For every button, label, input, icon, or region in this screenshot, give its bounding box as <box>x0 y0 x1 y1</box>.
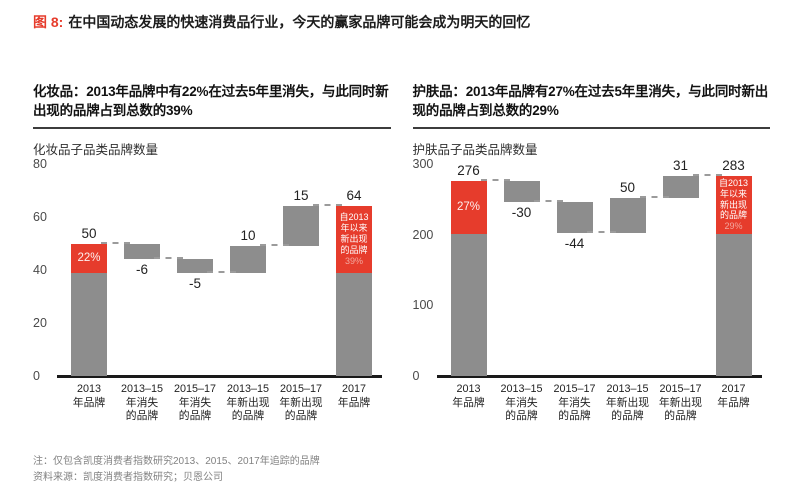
header-divider <box>33 127 391 129</box>
charts-row: 化妆品：2013年品牌中有22%在过去5年里消失，与此同时新出现的品牌占到总数的… <box>33 82 770 428</box>
bar-value-label: 64 <box>346 188 362 204</box>
header-divider <box>412 127 770 129</box>
panel-cosmetics: 化妆品：2013年品牌中有22%在过去5年里消失，与此同时新出现的品牌占到总数的… <box>33 82 391 428</box>
connector-dash <box>533 200 563 203</box>
figure-number: 图 8: <box>33 14 64 30</box>
x-category-label: 2013 年品牌 <box>452 383 485 409</box>
footnote-note: 注：仅包含凯度消费者指数研究2013、2015、2017年追踪的品牌 <box>33 456 320 467</box>
y-tick-label: 20 <box>33 316 47 330</box>
waterfall-bar: 22% <box>71 243 107 376</box>
red-segment: 自2013 年以来 新出现 的品牌 29% <box>715 176 752 234</box>
y-tick-label: 0 <box>412 369 420 383</box>
x-category-label: 2013 年品牌 <box>72 383 106 409</box>
x-category-label: 2017 年品牌 <box>717 383 750 409</box>
red-segment: 22% <box>71 243 107 273</box>
x-category-label: 2017 年品牌 <box>337 383 371 409</box>
bar-value-label: 31 <box>672 158 689 174</box>
connector-dash <box>260 244 289 247</box>
x-category-label: 2015–17 年消失 的品牌 <box>553 383 596 422</box>
waterfall-bar <box>177 259 213 273</box>
waterfall-bar: 自2013 年以来 新出现 的品牌 39% <box>336 206 372 376</box>
x-category-label: 2013–15 年新出现 的品牌 <box>226 383 270 422</box>
waterfall-chart-skincare: 0 100 200 300 27% 276 2013 年品牌 -30 2013–15 年消失 的品牌 -… <box>412 157 771 428</box>
red-segment-percent: 22% <box>77 252 101 265</box>
y-axis-title-skincare: 护肤品子品类品牌数量 <box>412 143 538 157</box>
panel-header-cosmetics: 化妆品：2013年品牌中有22%在过去5年里消失，与此同时新出现的品牌占到总数的… <box>33 84 389 118</box>
bar-value-label: -6 <box>135 262 148 278</box>
waterfall-bar: 自2013 年以来 新出现 的品牌 29% <box>715 176 752 376</box>
waterfall-bar <box>662 176 699 198</box>
x-category-label: 2015–17 年消失 的品牌 <box>173 383 217 422</box>
bar-value-label: -30 <box>511 205 532 221</box>
waterfall-bar: 27% <box>450 180 487 376</box>
bar-value-label: -5 <box>188 275 201 291</box>
red-segment: 27% <box>450 180 487 234</box>
footnote-source: 资料来源：凯度消费者指数研究；贝恩公司 <box>33 472 223 483</box>
x-category-label: 2013–15 年新出现 的品牌 <box>605 383 650 422</box>
bar-value-label: 50 <box>619 179 636 195</box>
y-tick-label: 300 <box>412 157 434 171</box>
x-axis-line <box>57 375 382 378</box>
waterfall-bar <box>556 202 593 234</box>
footnotes: 注：仅包含凯度消费者指数研究2013、2015、2017年追踪的品牌 资料来源：… <box>33 454 770 486</box>
red-segment-label: 自2013 年以来 新出现 的品牌 29% <box>718 178 749 232</box>
y-tick-label: 60 <box>33 210 47 224</box>
y-tick-label: 200 <box>412 227 434 242</box>
bar-value-label: -44 <box>564 236 585 252</box>
connector-dash <box>313 204 342 207</box>
bar-value-label: 276 <box>457 162 480 178</box>
y-tick-label: 0 <box>33 369 40 383</box>
waterfall-bar <box>230 246 266 273</box>
y-tick-label: 80 <box>33 157 47 171</box>
waterfall-bar <box>124 243 160 260</box>
x-category-label: 2015–17 年新出现 的品牌 <box>658 383 703 422</box>
bar-value-label: 283 <box>722 158 745 174</box>
connector-dash <box>207 270 236 273</box>
connector-dash <box>639 195 669 198</box>
y-tick-label: 100 <box>412 298 434 313</box>
waterfall-bar <box>283 206 319 247</box>
x-category-label: 2013–15 年消失 的品牌 <box>500 383 543 422</box>
x-axis-line <box>436 375 762 378</box>
waterfall-bar <box>503 180 540 203</box>
x-category-label: 2015–17 年新出现 的品牌 <box>279 383 323 422</box>
red-segment-percent: 27% <box>456 201 481 214</box>
waterfall-chart-cosmetics: 0 20 40 60 80 22% 50 2013 年品牌 -6 2013–15 年消失 的品牌 -5 20… <box>33 157 391 428</box>
bar-value-label: 15 <box>293 188 309 204</box>
figure-title: 图 8: 在中国动态发展的快速消费品行业，今天的赢家品牌可能会成为明天的回忆 <box>33 12 770 32</box>
figure-title-text: 在中国动态发展的快速消费品行业，今天的赢家品牌可能会成为明天的回忆 <box>68 14 531 30</box>
connector-dash <box>480 178 510 181</box>
y-tick-label: 40 <box>33 263 47 277</box>
red-segment-label: 自2013 年以来 新出现 的品牌 39% <box>339 212 369 266</box>
panel-skincare: 护肤品：2013年品牌有27%在过去5年里消失，与此同时新出现的品牌占到总数的2… <box>412 82 771 428</box>
connector-dash <box>692 174 722 176</box>
y-axis-title-cosmetics: 化妆品子品类品牌数量 <box>33 143 159 157</box>
bar-value-label: 50 <box>81 225 97 241</box>
x-category-label: 2013–15 年消失 的品牌 <box>120 383 164 422</box>
connector-dash <box>154 257 183 260</box>
waterfall-bar <box>609 197 646 234</box>
bar-value-label: 10 <box>240 228 256 244</box>
connector-dash <box>101 241 130 244</box>
connector-dash <box>586 231 616 234</box>
panel-header-skincare: 护肤品：2013年品牌有27%在过去5年里消失，与此同时新出现的品牌占到总数的2… <box>412 84 769 118</box>
red-segment: 自2013 年以来 新出现 的品牌 39% <box>336 206 372 273</box>
